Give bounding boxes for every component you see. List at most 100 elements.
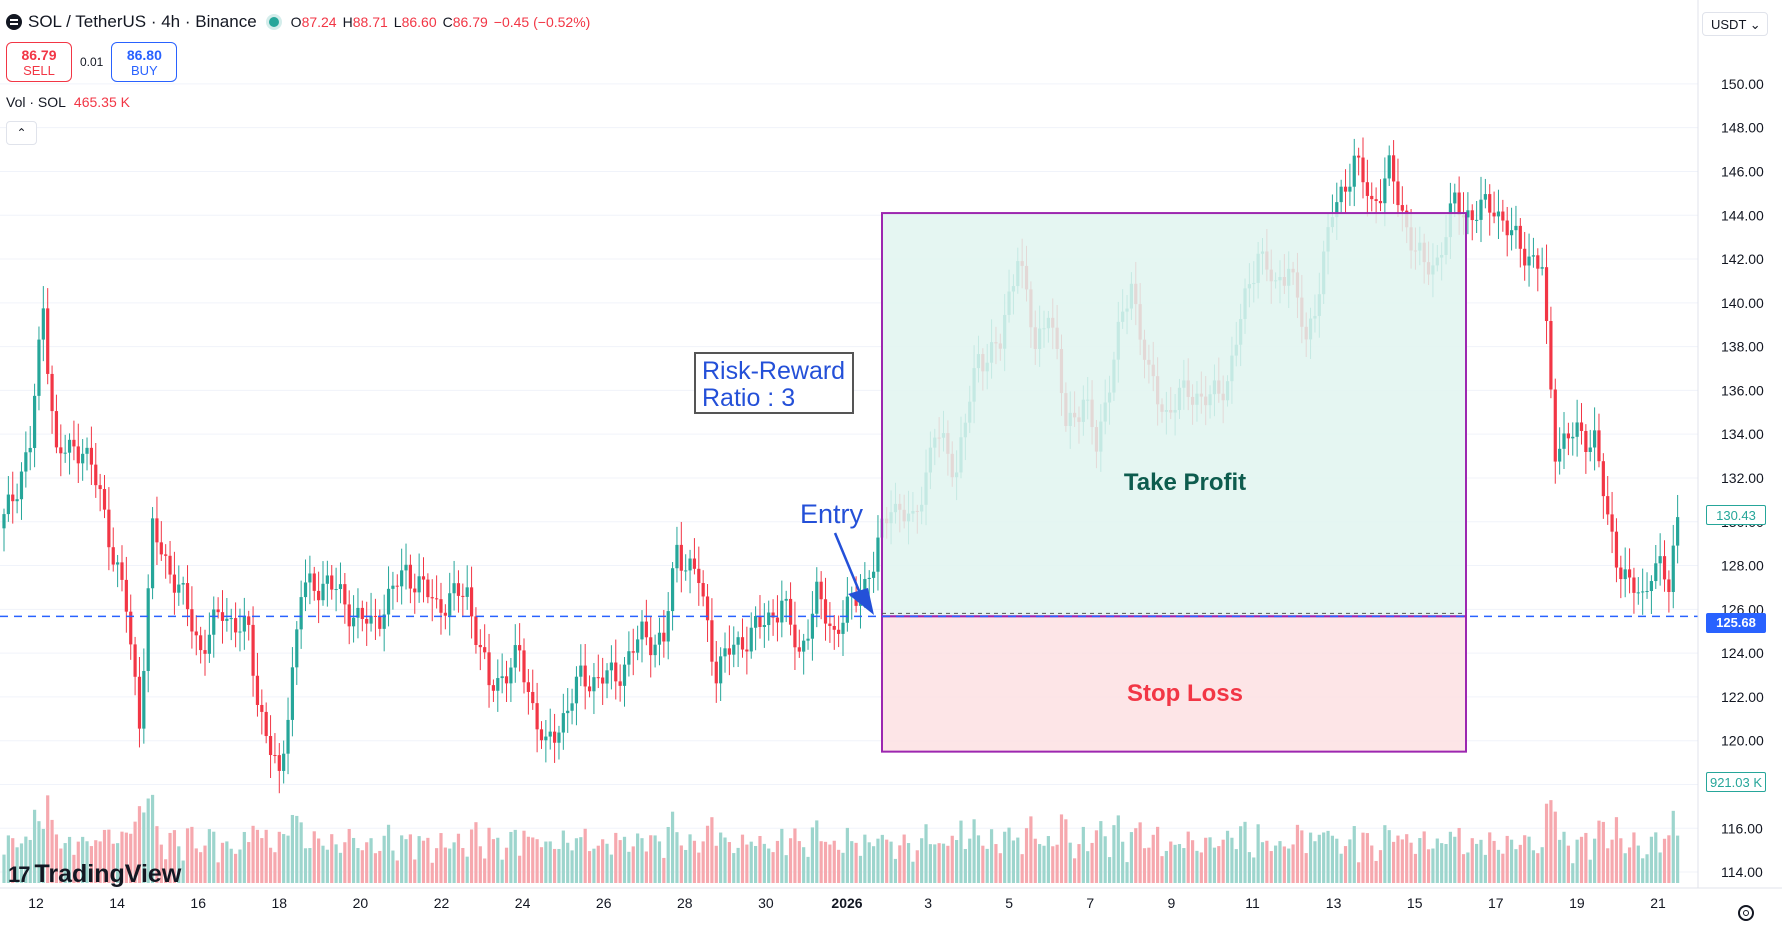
candle-body <box>867 577 871 579</box>
volume-bar <box>876 838 880 883</box>
gear-icon[interactable] <box>1738 905 1754 921</box>
volume-bar <box>220 842 225 883</box>
volume-bar <box>893 858 898 883</box>
volume-bar <box>1134 828 1138 883</box>
candle-body <box>478 644 482 648</box>
candle-body <box>1645 591 1649 593</box>
candle-body <box>522 650 526 683</box>
volume-bar <box>1007 827 1011 883</box>
volume-bar <box>1221 839 1225 883</box>
volume-bar <box>1199 852 1203 883</box>
tradingview-logo[interactable]: 17 TradingView <box>8 860 181 889</box>
volume-bar <box>749 841 753 883</box>
candle-body <box>491 685 496 691</box>
candle-body <box>277 755 281 771</box>
candle-body <box>496 678 500 691</box>
volume-bar <box>111 843 115 883</box>
volume-bar <box>898 845 902 883</box>
candle-body <box>771 612 775 618</box>
candle-body <box>788 598 793 625</box>
volume-bar <box>1571 863 1575 883</box>
price-tick-label: 146.00 <box>1721 163 1764 179</box>
open-value: 87.24 <box>301 14 337 30</box>
symbol-title[interactable]: SOL / TetherUS · 4h · Binance <box>28 12 257 31</box>
currency-selector[interactable]: USDT ⌄ <box>1702 12 1768 36</box>
candle-body <box>1575 422 1579 437</box>
buy-price: 86.80 <box>126 47 162 63</box>
sell-button[interactable]: 86.79 SELL <box>6 42 72 82</box>
candle-body <box>32 395 37 448</box>
candle-body <box>325 575 329 584</box>
volume-label: Vol · SOL <box>6 94 66 110</box>
price-tick-label: 144.00 <box>1721 207 1764 223</box>
volume-bar <box>701 841 705 883</box>
candle-body <box>435 598 439 600</box>
candle-body <box>448 593 452 616</box>
volume-bar <box>264 829 268 883</box>
volume-bar <box>89 846 93 883</box>
trade-buttons: 86.79 SELL 0.01 86.80 BUY <box>6 42 178 82</box>
candle-body <box>1518 225 1522 249</box>
candle-body <box>587 686 592 692</box>
candle-body <box>321 583 325 601</box>
volume-bar <box>1501 853 1505 883</box>
volume-bar <box>37 821 41 883</box>
volume-bar <box>946 845 950 883</box>
volume-bar <box>1391 841 1396 883</box>
volume-bar <box>417 836 421 883</box>
volume-bar <box>649 835 653 883</box>
volume-bar <box>1488 832 1492 883</box>
candle-body <box>89 447 93 465</box>
volume-bar <box>282 834 286 883</box>
volume-bar <box>1448 831 1453 883</box>
volume-bar <box>190 826 194 883</box>
candle-body <box>579 665 583 677</box>
candle-body <box>784 598 788 601</box>
candle-body <box>391 585 395 589</box>
volume-bar <box>631 846 635 883</box>
candle-body <box>863 578 867 598</box>
candle-body <box>251 624 255 676</box>
volume-bar <box>754 845 758 883</box>
volume-bar <box>317 838 321 883</box>
price-tick-label: 134.00 <box>1721 426 1764 442</box>
candle-body <box>535 703 539 730</box>
volume-bar <box>736 847 740 883</box>
candle-body <box>216 609 220 613</box>
price-tick-label: 128.00 <box>1721 558 1764 574</box>
volume-bar <box>1212 847 1217 883</box>
candle-body <box>1641 591 1645 593</box>
volume-bar <box>1260 842 1265 883</box>
candle-body <box>1610 514 1614 532</box>
time-tick-label: 15 <box>1407 895 1423 911</box>
candle-body <box>719 656 723 684</box>
candle-body <box>1654 563 1658 582</box>
candle-body <box>72 439 76 447</box>
buy-button[interactable]: 86.80 BUY <box>111 42 178 82</box>
candle-body <box>133 644 137 677</box>
volume-bar <box>509 831 513 883</box>
volume-bar <box>1492 840 1496 883</box>
high-label: H <box>342 14 353 30</box>
candle-body <box>6 494 10 515</box>
candle-body <box>622 664 627 686</box>
volume-bar <box>1055 844 1059 883</box>
volume-bar <box>1518 844 1522 883</box>
volume-bar <box>1094 830 1099 883</box>
volume-bar <box>1357 862 1361 883</box>
candle-body <box>653 644 657 656</box>
candle-body <box>102 489 107 510</box>
candle-body <box>1558 448 1562 462</box>
volume-bar <box>1295 824 1300 883</box>
entry-label[interactable]: Entry <box>800 499 864 529</box>
volume-legend[interactable]: Vol · SOL 465.35 K <box>6 94 130 110</box>
volume-bar <box>928 844 932 883</box>
volume-bar <box>194 848 198 883</box>
volume-bar <box>46 795 50 883</box>
collapse-indicators-button[interactable]: ⌃ <box>6 121 37 145</box>
candle-body <box>762 625 766 627</box>
candle-body <box>644 621 648 638</box>
volume-bar <box>1632 832 1636 883</box>
risk-reward-note[interactable]: Risk-Reward Ratio : 3 <box>694 352 854 414</box>
